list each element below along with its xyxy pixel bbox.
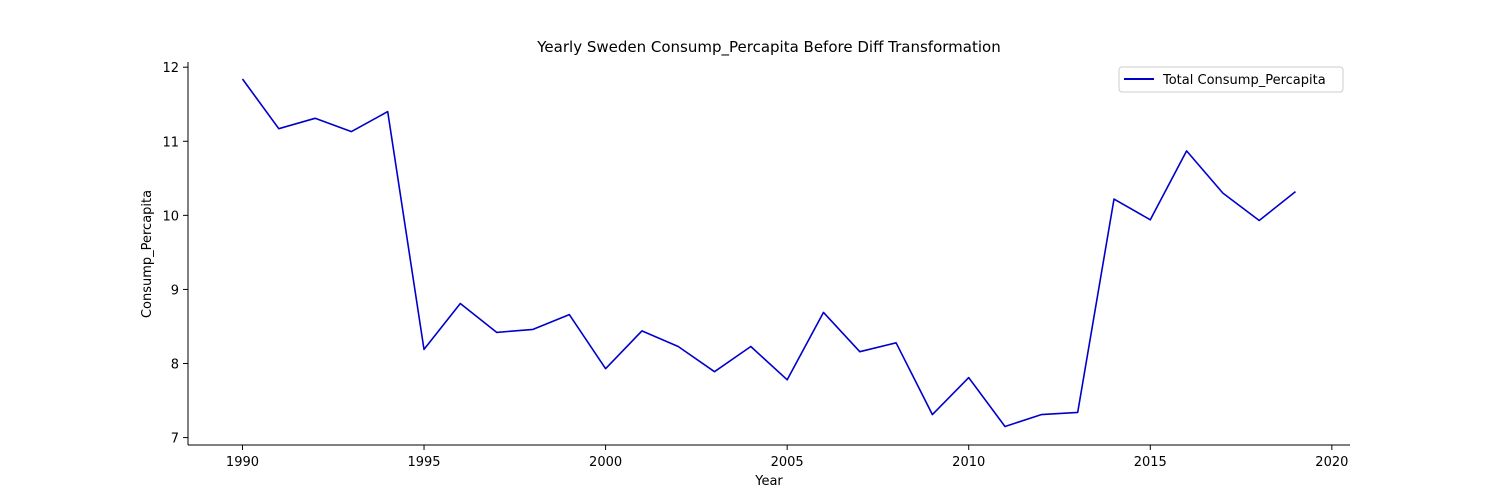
data-point — [1186, 150, 1188, 152]
y-tick-label: 7 — [171, 432, 179, 447]
y-axis-label: Consump_Percapita — [140, 190, 155, 318]
data-point — [387, 111, 389, 113]
data-point — [859, 351, 861, 353]
x-tick-label: 2015 — [1134, 455, 1167, 470]
data-point — [532, 328, 534, 330]
data-point — [822, 311, 824, 313]
data-point — [1113, 198, 1115, 200]
x-tick-label: 2005 — [771, 455, 804, 470]
data-point — [241, 78, 243, 80]
x-tick-label: 1995 — [407, 455, 440, 470]
data-point — [568, 314, 570, 316]
x-axis-label: Year — [754, 474, 783, 489]
x-tick-label: 2020 — [1315, 455, 1348, 470]
data-point — [1077, 411, 1079, 413]
chart-title: Yearly Sweden Consump_Percapita Before D… — [536, 38, 1000, 57]
y-tick-label: 12 — [162, 61, 179, 76]
data-point — [714, 371, 716, 373]
data-point — [423, 348, 425, 350]
data-point — [786, 379, 788, 381]
data-point — [1004, 425, 1006, 427]
data-point — [641, 330, 643, 332]
data-point — [605, 368, 607, 370]
y-tick-label: 9 — [171, 283, 179, 298]
data-point — [459, 303, 461, 305]
legend-label: Total Consump_Percapita — [1162, 73, 1326, 88]
data-point — [314, 117, 316, 119]
x-axis: 1990 1995 2000 2005 2010 2015 2020 — [188, 444, 1350, 470]
data-point — [895, 342, 897, 344]
data-point — [750, 345, 752, 347]
data-point — [1295, 191, 1297, 193]
y-tick-label: 11 — [162, 135, 179, 150]
legend: Total Consump_Percapita — [1118, 66, 1344, 93]
x-tick-label: 2000 — [589, 455, 622, 470]
y-axis: 7 8 9 10 11 12 — [162, 61, 189, 447]
series-line — [241, 78, 1296, 428]
data-point — [931, 414, 933, 416]
data-point — [968, 377, 970, 379]
plot-area — [241, 78, 1297, 428]
data-point — [1149, 219, 1151, 221]
data-point — [1222, 192, 1224, 194]
data-point — [1040, 414, 1042, 416]
data-point — [677, 345, 679, 347]
y-tick-label: 10 — [162, 209, 179, 224]
data-point — [496, 331, 498, 333]
data-point — [278, 128, 280, 130]
data-point — [1258, 220, 1260, 222]
legend-box — [1118, 66, 1344, 93]
y-tick-label: 8 — [171, 358, 179, 373]
x-tick-label: 1990 — [226, 455, 259, 470]
x-tick-label: 2010 — [952, 455, 985, 470]
data-point — [350, 131, 352, 133]
